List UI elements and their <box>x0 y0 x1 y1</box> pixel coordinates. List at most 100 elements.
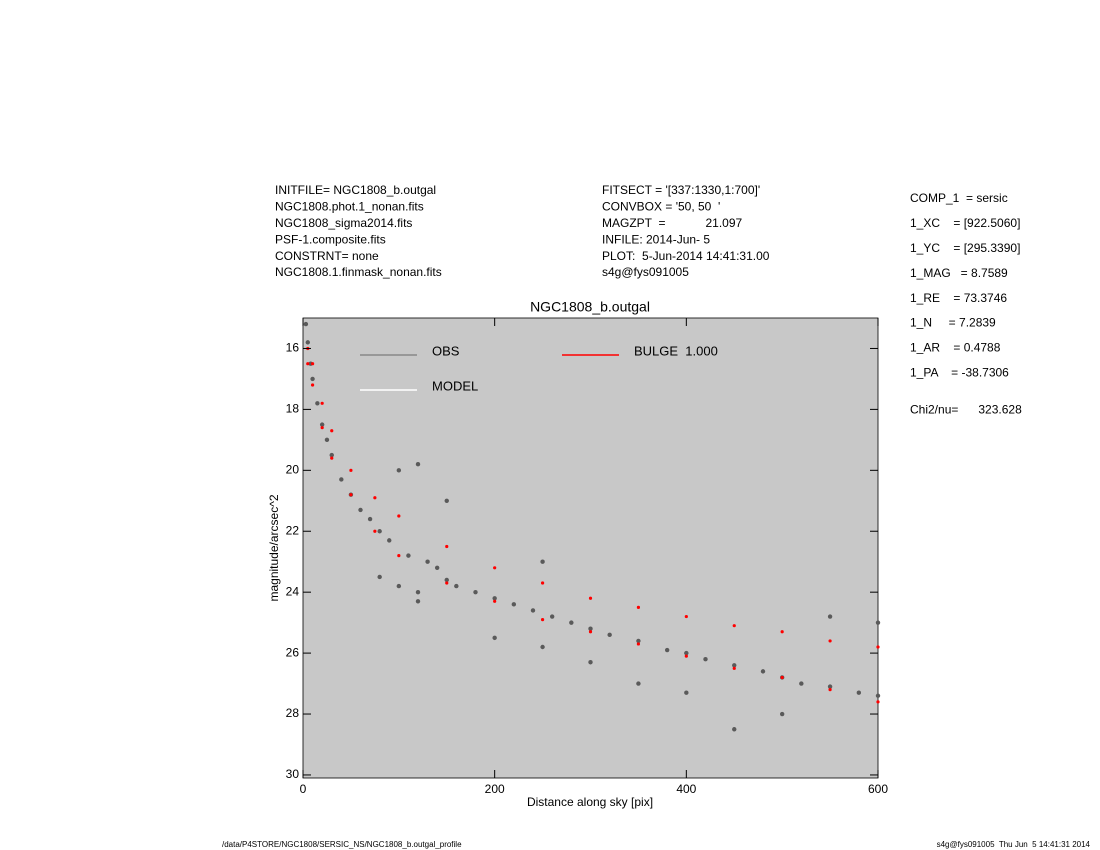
data-point <box>540 644 545 650</box>
x-tick-label: 400 <box>676 782 696 796</box>
data-point <box>492 596 497 601</box>
legend-label: MODEL <box>432 378 478 393</box>
fit-parameter: 1_AR = 0.4788 <box>910 341 1001 355</box>
data-point <box>856 690 862 695</box>
y-axis-label: magnitude/arcsec^2 <box>267 494 281 601</box>
data-point <box>425 559 430 564</box>
data-point <box>827 684 833 689</box>
fit-parameter: 1_XC = [922.5060] <box>910 216 1020 230</box>
data-point <box>588 630 593 634</box>
data-point <box>876 645 880 649</box>
y-tick-label: 20 <box>286 462 300 476</box>
data-point <box>324 437 330 443</box>
header-mid-line: s4g@fys091005 <box>602 265 689 279</box>
header-mid-line: PLOT: 5-Jun-2014 14:41:31.00 <box>602 249 770 263</box>
data-point <box>445 544 449 549</box>
footer-left: /data/P4STORE/NGC1808/SERSIC_NS/NGC1808_… <box>222 840 462 849</box>
header-mid-line: INFILE: 2014-Jun- 5 <box>602 232 710 246</box>
x-tick-label: 0 <box>300 782 307 796</box>
data-point <box>305 340 310 345</box>
data-point <box>330 456 334 460</box>
data-point <box>530 608 536 613</box>
data-point <box>760 669 766 674</box>
data-point <box>876 700 880 704</box>
header-mid-line: CONVBOX = '50, 50 ' <box>602 200 720 214</box>
header-mid-line: FITSECT = '[337:1330,1:700]' <box>602 183 760 197</box>
data-point <box>684 650 689 656</box>
data-point <box>415 462 421 467</box>
data-point <box>607 632 612 638</box>
chart-title: NGC1808_b.outgal <box>530 299 650 315</box>
data-point <box>636 681 641 686</box>
data-point <box>684 614 688 619</box>
data-point <box>396 583 402 589</box>
fit-parameter: 1_MAG = 8.7589 <box>910 266 1008 280</box>
data-point <box>732 624 736 628</box>
fit-parameter: 1_RE = 73.3746 <box>910 291 1007 305</box>
fit-parameter: 1_YC = [295.3390] <box>910 241 1020 255</box>
data-point <box>310 376 315 382</box>
data-point <box>588 596 593 600</box>
y-tick-label: 24 <box>286 584 300 598</box>
fit-parameter: COMP_1 = sersic <box>910 191 1008 205</box>
data-point <box>732 727 737 732</box>
x-axis-label: Distance along sky [pix] <box>527 795 653 809</box>
fit-parameter: Chi2/nu= 323.628 <box>910 402 1022 416</box>
data-point <box>319 422 325 427</box>
data-point <box>377 574 382 580</box>
data-point <box>732 666 736 670</box>
header-left-line: NGC1808.phot.1_nonan.fits <box>275 200 424 214</box>
data-point <box>779 711 785 717</box>
data-point <box>349 493 353 497</box>
data-point <box>434 565 440 571</box>
data-point <box>549 614 555 619</box>
data-point <box>636 642 641 646</box>
header-left-line: NGC1808.1.finmask_nonan.fits <box>275 265 442 279</box>
data-point <box>306 362 310 366</box>
data-point <box>703 656 708 662</box>
fit-parameter: 1_PA = -38.7306 <box>910 365 1009 379</box>
data-point <box>493 566 497 570</box>
data-point <box>444 577 449 583</box>
data-point <box>397 554 401 558</box>
data-point <box>320 401 324 405</box>
y-tick-label: 16 <box>286 341 300 355</box>
data-point <box>540 617 545 622</box>
data-point <box>684 690 689 695</box>
data-point <box>569 620 574 625</box>
data-point <box>415 589 421 595</box>
header-left-line: NGC1808_sigma2014.fits <box>275 216 412 230</box>
data-point <box>588 626 593 631</box>
data-point <box>827 614 833 619</box>
data-point <box>377 529 382 534</box>
data-point <box>540 559 545 564</box>
data-point <box>303 321 309 327</box>
data-point <box>780 630 784 634</box>
data-point <box>310 383 315 387</box>
data-point <box>339 477 344 482</box>
data-point <box>373 529 377 533</box>
data-point <box>492 635 497 641</box>
data-point <box>664 647 670 653</box>
data-point <box>780 675 784 680</box>
data-point <box>636 605 641 610</box>
y-tick-label: 22 <box>286 523 300 537</box>
x-tick-label: 200 <box>485 782 505 796</box>
data-point <box>493 599 497 603</box>
data-point <box>387 538 392 543</box>
header-left-line: INITFILE= NGC1808_b.outgal <box>275 183 436 197</box>
header-left-line: CONSTRNT= none <box>275 249 379 263</box>
footer-right: s4g@fys091005 Thu Jun 5 14:41:31 2014 <box>937 840 1091 849</box>
data-point <box>367 516 373 522</box>
header-mid-line: MAGZPT = 21.097 <box>602 216 742 230</box>
data-point <box>349 468 353 472</box>
data-point <box>329 452 334 458</box>
data-point <box>396 468 402 473</box>
data-point <box>799 681 804 686</box>
data-point <box>875 620 881 625</box>
y-tick-label: 26 <box>286 645 300 659</box>
data-point <box>373 496 377 500</box>
y-tick-label: 18 <box>286 402 300 416</box>
data-point <box>320 426 324 430</box>
